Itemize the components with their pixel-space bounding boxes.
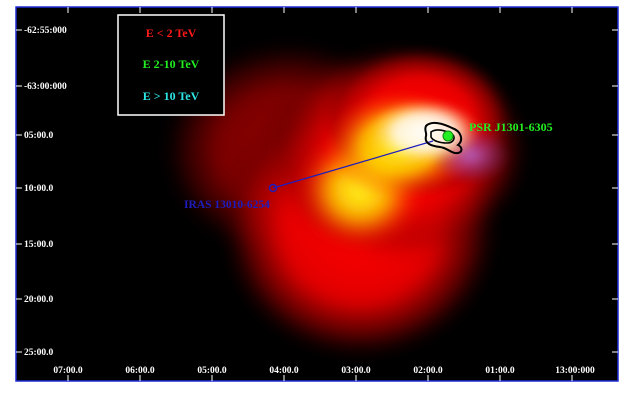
x-tick-label: 05:00.0: [197, 366, 227, 376]
gamma-ray-emission: [160, 40, 530, 360]
y-tick-label: 05:00.0: [24, 131, 54, 141]
legend-item-low: E < 2 TeV: [146, 26, 197, 40]
x-tick-label: 01:00.0: [485, 366, 515, 376]
energy-legend: E < 2 TeV E 2-10 TeV E > 10 TeV: [117, 14, 225, 116]
pulsar-label: PSR J1301-6305: [469, 120, 553, 134]
y-tick-label: 10:00.0: [24, 184, 54, 194]
x-tick-label: 13:00:000: [555, 366, 595, 376]
tick-marks: [16, 7, 618, 381]
pulsar-contour-outer: [424, 121, 463, 155]
x-tick-label: 03:00.0: [341, 366, 371, 376]
iras-source: IRAS 13010-6254: [184, 140, 434, 211]
y-tick-label: 25:00.0: [24, 348, 54, 358]
pulsar-marker: [442, 130, 454, 142]
pulsar-source: PSR J1301-6305: [424, 120, 553, 155]
y-tick-label: -63:00:000: [24, 82, 67, 92]
iras-label: IRAS 13010-6254: [184, 199, 270, 211]
legend-item-high: E > 10 TeV: [143, 89, 200, 103]
plot-frame: [15, 6, 619, 382]
y-tick-label: 20:00.0: [24, 295, 54, 305]
y-tick-label: 15:00.0: [24, 240, 54, 250]
x-tick-label: 06:00.0: [125, 366, 155, 376]
iras-marker: [268, 183, 278, 193]
iras-connector-line: [272, 140, 434, 189]
x-tick-label: 04:00.0: [269, 366, 299, 376]
pulsar-contour-inner: [430, 129, 455, 144]
y-tick-label: -62:55:000: [24, 26, 67, 36]
x-tick-label: 07:00.0: [53, 366, 83, 376]
x-tick-label: 02:00.0: [413, 366, 443, 376]
legend-frame: [117, 14, 225, 116]
legend-item-mid: E 2-10 TeV: [143, 57, 200, 71]
